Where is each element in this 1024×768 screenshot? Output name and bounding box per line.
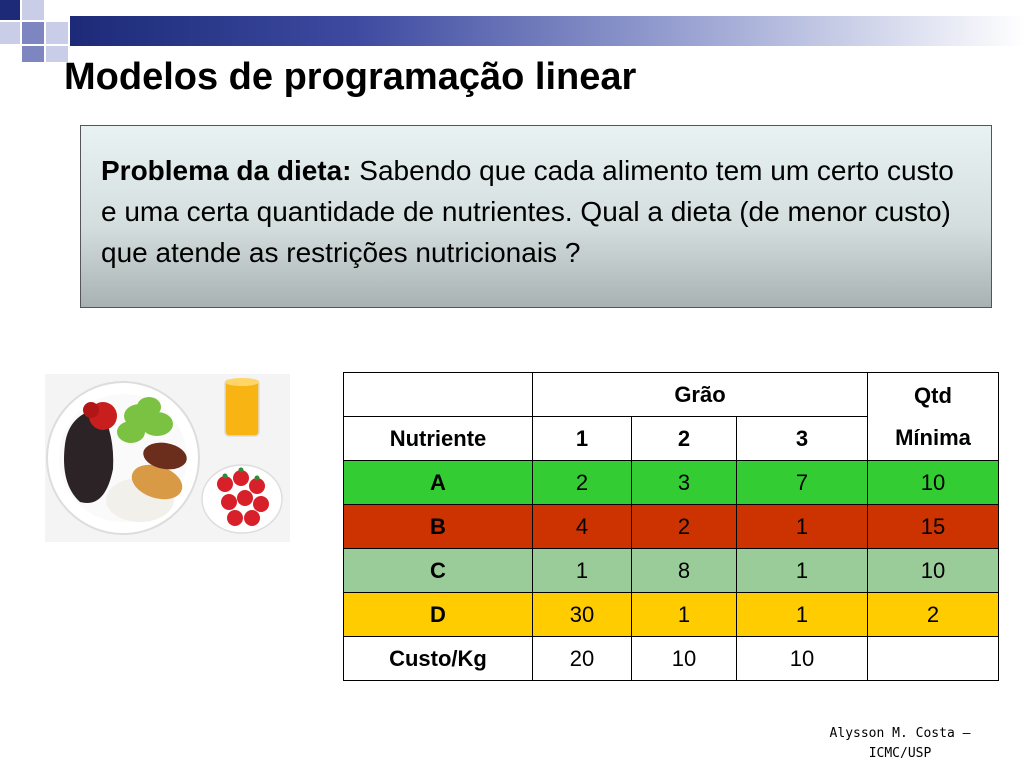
- cost-cell: 20: [532, 636, 632, 681]
- problem-statement-box: Problema da dieta: Sabendo que cada alim…: [80, 125, 992, 308]
- grain-column-header: 1: [532, 416, 632, 461]
- cost-cell: 10: [736, 636, 868, 681]
- footer-credit: Alysson M. Costa – ICMC/USP: [790, 724, 1010, 764]
- table-cell: 1: [736, 504, 868, 549]
- decor-square: [0, 0, 20, 20]
- nutrient-name: D: [343, 592, 533, 637]
- cost-row: Custo/Kg 20 10 10: [343, 636, 999, 681]
- table-cell: 4: [532, 504, 632, 549]
- qtd-header-line2: Mínima: [895, 424, 971, 450]
- slide-title: Modelos de programação linear: [64, 56, 637, 98]
- min-quantity-cell: 10: [867, 460, 999, 505]
- decor-square: [46, 0, 68, 20]
- decor-square: [22, 22, 44, 44]
- qtd-header-line1: Qtd: [914, 382, 952, 408]
- problem-text: Sabendo que cada alimento tem um certo c…: [101, 155, 954, 268]
- table-cell: 3: [631, 460, 737, 505]
- grain-column-header: 3: [736, 416, 868, 461]
- diet-table: Grão Qtd Mínima Nutriente 1 2 3 A 2 3 7 …: [343, 372, 999, 681]
- min-quantity-cell: 2: [867, 592, 999, 637]
- min-quantity-cell: 15: [867, 504, 999, 549]
- nutrient-name: C: [343, 548, 533, 593]
- table-row: C 1 8 1 10: [343, 548, 999, 593]
- nutrient-header: Nutriente: [343, 416, 533, 461]
- decor-square: [0, 22, 20, 44]
- footer-institution: ICMC/USP: [868, 746, 932, 761]
- footer-author: Alysson M. Costa –: [829, 726, 971, 741]
- problem-statement: Problema da dieta: Sabendo que cada alim…: [101, 150, 961, 273]
- table-row: D 30 1 1 2: [343, 592, 999, 637]
- nutrient-name: B: [343, 504, 533, 549]
- grain-column-header: 2: [631, 416, 737, 461]
- decor-square: [22, 46, 44, 62]
- table-cell: 1: [631, 592, 737, 637]
- table-cell: 1: [736, 592, 868, 637]
- table-cell: 8: [631, 548, 737, 593]
- cost-min-cell: [867, 636, 999, 681]
- table-cell: 30: [532, 592, 632, 637]
- grain-group-header: Grão: [532, 372, 868, 417]
- table-cell: 1: [532, 548, 632, 593]
- decor-square: [22, 0, 44, 20]
- table-row: A 2 3 7 10: [343, 460, 999, 505]
- header-gradient-bar: [70, 16, 1024, 46]
- corner-cell: [343, 372, 533, 417]
- qtd-min-header: Qtd Mínima: [867, 372, 999, 461]
- table-row: B 4 2 1 15: [343, 504, 999, 549]
- table-cell: 7: [736, 460, 868, 505]
- table-cell: 1: [736, 548, 868, 593]
- decor-square: [46, 22, 68, 44]
- table-cell: 2: [532, 460, 632, 505]
- cost-label: Custo/Kg: [343, 636, 533, 681]
- nutrient-name: A: [343, 460, 533, 505]
- min-quantity-cell: 10: [867, 548, 999, 593]
- problem-label: Problema da dieta:: [101, 155, 352, 186]
- table-cell: 2: [631, 504, 737, 549]
- cost-cell: 10: [631, 636, 737, 681]
- decor-square: [46, 46, 68, 62]
- food-plate-photo: [45, 374, 290, 542]
